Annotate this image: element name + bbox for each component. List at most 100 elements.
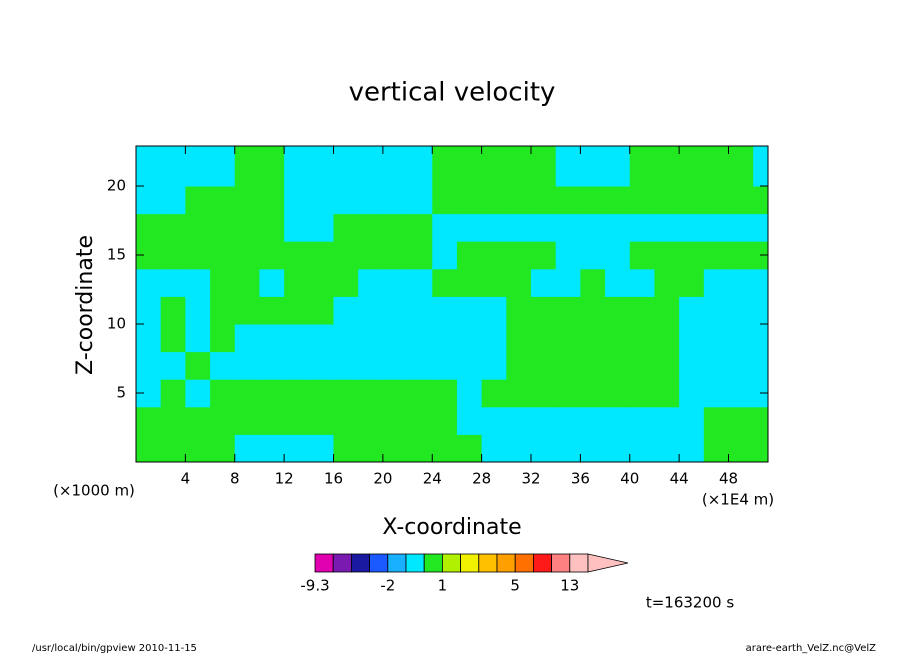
contour-cell [432,406,458,435]
contour-cell [382,351,409,380]
contour-cell [481,434,507,463]
colorbar-segment [423,553,443,573]
colorbar-segment [441,553,461,573]
contour-cell [284,406,310,435]
contour-cell [407,351,433,380]
contour-cell [358,324,384,353]
contour-cell [210,146,236,159]
contour-cell [210,186,236,215]
contour-cell [728,406,754,435]
contour-cell [506,406,532,435]
contour-cell [333,241,359,270]
contour-cell [160,158,186,187]
contour-cell [185,158,211,187]
contour-cell [728,268,754,297]
contour-cell [136,434,162,463]
contour-cell [506,296,532,325]
colorbar-tick-label: -2 [380,577,395,595]
contour-cell [531,268,557,297]
contour-cell [234,434,260,463]
contour-cell [382,146,409,159]
x-tick-label: 36 [571,470,590,488]
x-tick-label: 40 [620,470,639,488]
contour-cell [679,146,705,159]
footer-left: /usr/local/bin/gpview 2010-11-15 [32,643,197,654]
contour-cell [605,434,631,463]
contour-cell [555,324,581,353]
contour-cell [728,146,754,159]
contour-cell [605,186,631,215]
contour-cell [456,434,483,463]
contour-cell [284,241,310,270]
contour-cell [580,406,606,435]
contour-cell [432,434,458,463]
contour-cell [234,213,260,242]
contour-cell [136,186,162,215]
contour-cell [456,213,483,242]
contour-cell [308,241,334,270]
contour-cell [160,379,186,408]
colorbar-segment [369,553,389,573]
contour-cell [703,241,729,270]
contour-cell [753,146,769,159]
contour-cell [358,158,384,187]
contour-cell [234,324,260,353]
contour-cell [333,158,359,187]
contour-cell [629,296,655,325]
contour-cell [481,186,507,215]
contour-cell [456,351,483,380]
contour-cell [654,324,680,353]
contour-cell [679,213,705,242]
contour-cell [382,158,409,187]
contour-cell [481,351,507,380]
x-tick-label: 4 [181,470,191,488]
colorbar-tick-label: 13 [560,577,579,595]
contour-cell [555,146,581,159]
contour-cell [531,296,557,325]
contour-cell [679,324,705,353]
contour-cell [605,324,631,353]
contour-cell [333,213,359,242]
contour-cell [136,324,162,353]
contour-cell [358,213,384,242]
contour-cell [358,268,384,297]
colorbar-extend [587,553,629,573]
contour-cell [481,146,507,159]
contour-cell [555,351,581,380]
contour-cell [407,158,433,187]
contour-cell [728,324,754,353]
contour-cell [531,186,557,215]
contour-cell [629,379,655,408]
contour-cell [284,324,310,353]
contour-cell [185,268,211,297]
contour-cell [284,186,310,215]
contour-cell [728,186,754,215]
contour-cell [210,296,236,325]
colorbar-segment [551,553,571,573]
contour-cell [580,213,606,242]
contour-cell [210,351,236,380]
contour-cell [456,406,483,435]
contour-cell [160,406,186,435]
contour-cell [555,268,581,297]
contour-cell [506,379,532,408]
contour-cell [580,146,606,159]
contour-cell [432,268,458,297]
contour-cell [728,434,754,463]
contour-cell [259,158,285,187]
contour-cell [234,241,260,270]
y-tick-label: 15 [107,246,126,264]
contour-cell [358,351,384,380]
contour-cell [531,434,557,463]
contour-cell [654,268,680,297]
contour-cell [555,406,581,435]
contour-cell [654,241,680,270]
colorbar-tick-label: 5 [510,577,520,595]
colorbar-segment [569,553,589,573]
x-tick-label: 44 [670,470,689,488]
contour-cell [753,213,769,242]
contour-cell [160,324,186,353]
contour-cell [481,296,507,325]
contour-cell [382,213,409,242]
